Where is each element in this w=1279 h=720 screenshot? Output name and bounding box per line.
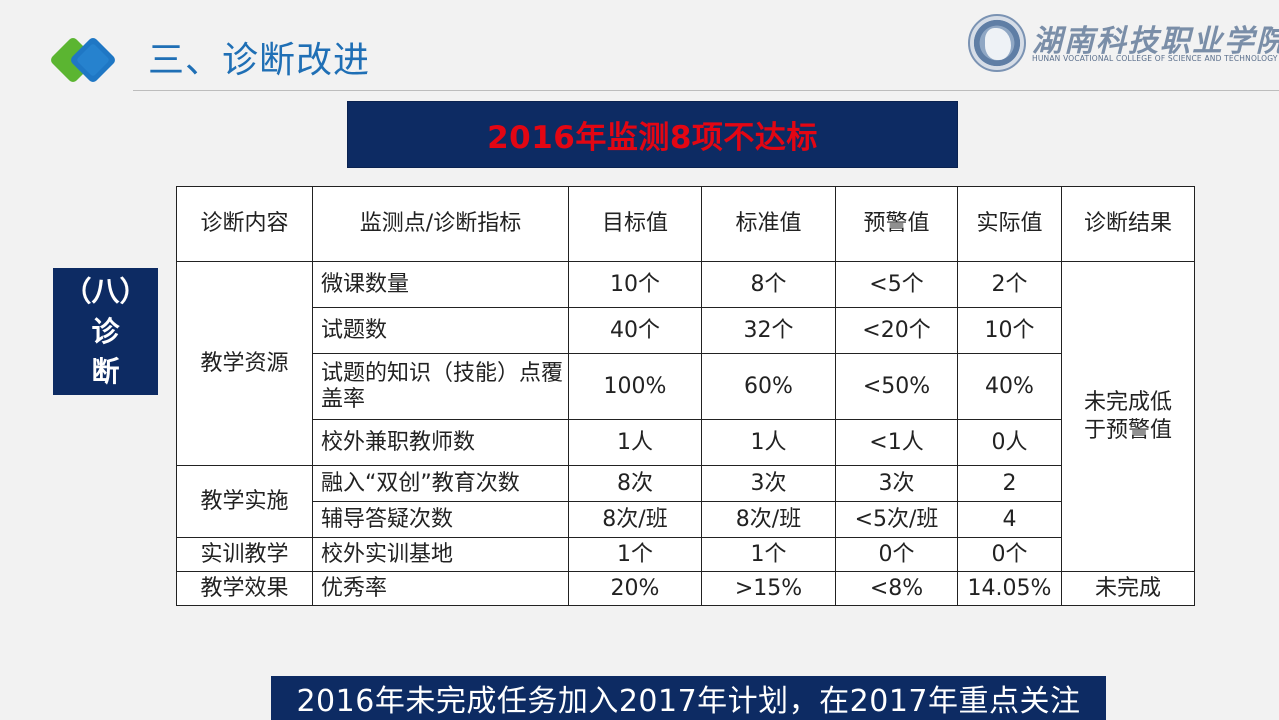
standard-cell: 32个 bbox=[701, 307, 836, 354]
footer-note: 2016年未完成任务加入2017年计划，在2017年重点关注 bbox=[271, 676, 1106, 720]
standard-cell: 3次 bbox=[701, 465, 836, 502]
result-cell: 未完成 bbox=[1061, 571, 1195, 606]
actual-cell: 2 bbox=[957, 465, 1062, 502]
indicator-cell: 试题的知识（技能）点覆盖率 bbox=[312, 353, 569, 420]
actual-cell: 2个 bbox=[957, 261, 1062, 308]
indicator-cell: 校外兼职教师数 bbox=[312, 419, 569, 466]
actual-cell: 40% bbox=[957, 353, 1062, 420]
header-divider bbox=[133, 90, 1279, 91]
actual-cell: 4 bbox=[957, 501, 1062, 538]
table-header-row: 诊断内容 监测点/诊断指标 目标值 标准值 预警值 实际值 诊断结果 bbox=[176, 186, 1195, 262]
result-cell-merged: 未完成低于预警值 bbox=[1061, 261, 1195, 572]
category-cell: 实训教学 bbox=[176, 537, 313, 572]
side-label-line: （八） bbox=[63, 274, 148, 308]
diagnosis-table: 诊断内容 监测点/诊断指标 目标值 标准值 预警值 实际值 诊断结果 教学资源 … bbox=[176, 186, 1195, 606]
header-result: 诊断结果 bbox=[1061, 186, 1195, 262]
page-title: 三、诊断改进 bbox=[148, 40, 371, 81]
header-standard: 标准值 bbox=[701, 186, 836, 262]
target-cell: 40个 bbox=[568, 307, 702, 354]
standard-cell: 60% bbox=[701, 353, 836, 420]
indicator-cell: 融入“双创”教育次数 bbox=[312, 465, 569, 502]
college-name-en: HUNAN VOCATIONAL COLLEGE OF SCIENCE AND … bbox=[1032, 54, 1278, 63]
indicator-cell: 试题数 bbox=[312, 307, 569, 354]
indicator-cell: 优秀率 bbox=[312, 571, 569, 606]
table-row: 试题数 40个 32个 <20个 10个 bbox=[177, 307, 1195, 354]
indicator-cell: 校外实训基地 bbox=[312, 537, 569, 572]
category-cell: 教学效果 bbox=[176, 571, 313, 606]
warning-cell: <5个 bbox=[835, 261, 958, 308]
table-row: 教学实施 融入“双创”教育次数 8次 3次 3次 2 bbox=[176, 465, 1195, 538]
college-seal-icon bbox=[968, 14, 1026, 72]
warning-cell: <20个 bbox=[835, 307, 958, 354]
warning-cell: 3次 bbox=[835, 465, 958, 502]
target-cell: 20% bbox=[568, 571, 702, 606]
standard-cell: 8个 bbox=[701, 261, 836, 308]
section-side-label: （八） 诊 断 bbox=[53, 268, 158, 395]
target-cell: 100% bbox=[568, 353, 702, 420]
header-category: 诊断内容 bbox=[176, 186, 313, 262]
slide-heading-banner: 2016年监测8项不达标 bbox=[347, 101, 958, 168]
footer-text: 2016年未完成任务加入2017年计划，在2017年重点关注 bbox=[296, 684, 1081, 719]
side-label-line: 断 bbox=[91, 354, 120, 388]
header-actual: 实际值 bbox=[957, 186, 1062, 262]
target-cell: 10个 bbox=[568, 261, 702, 308]
target-cell: 1个 bbox=[568, 537, 702, 572]
table-row: 教学资源 微课数量 10个 8个 <5个 2个 未完成低于预警值 bbox=[176, 261, 1195, 572]
result-text: 未完成低于预警值 bbox=[1083, 389, 1172, 443]
header-indicator: 监测点/诊断指标 bbox=[312, 186, 569, 262]
target-cell: 1人 bbox=[568, 419, 702, 466]
standard-cell: 1个 bbox=[701, 537, 836, 572]
actual-cell: 14.05% bbox=[957, 571, 1062, 606]
target-cell: 8次/班 bbox=[568, 501, 702, 538]
actual-cell: 0个 bbox=[957, 537, 1062, 572]
college-name-cn: 湖南科技职业学院 bbox=[1032, 24, 1279, 59]
header-target: 目标值 bbox=[568, 186, 702, 262]
side-label-line: 诊 bbox=[91, 314, 120, 348]
target-cell: 8次 bbox=[568, 465, 702, 502]
warning-cell: <1人 bbox=[835, 419, 958, 466]
category-cell: 教学实施 bbox=[176, 465, 313, 538]
warning-cell: <8% bbox=[835, 571, 958, 606]
table-row: 实训教学 校外实训基地 1个 1个 0个 0个 bbox=[176, 537, 1195, 572]
table-row: 教学效果 优秀率 20% >15% <8% 14.05% 未完成 bbox=[176, 571, 1195, 606]
table-row: 辅导答疑次数 8次/班 8次/班 <5次/班 4 bbox=[177, 501, 1195, 538]
college-logo: 湖南科技职业学院 HUNAN VOCATIONAL COLLEGE OF SCI… bbox=[968, 14, 1279, 74]
warning-cell: <5次/班 bbox=[835, 501, 958, 538]
standard-cell: 1人 bbox=[701, 419, 836, 466]
category-cell: 教学资源 bbox=[176, 261, 313, 466]
header-logo-icon bbox=[51, 38, 115, 82]
actual-cell: 10个 bbox=[957, 307, 1062, 354]
indicator-cell: 微课数量 bbox=[312, 261, 569, 308]
indicator-cell: 辅导答疑次数 bbox=[312, 501, 569, 538]
standard-cell: >15% bbox=[701, 571, 836, 606]
warning-cell: 0个 bbox=[835, 537, 958, 572]
warning-cell: <50% bbox=[835, 353, 958, 420]
table-row: 校外兼职教师数 1人 1人 <1人 0人 bbox=[177, 419, 1195, 466]
banner-text: 2016年监测8项不达标 bbox=[487, 120, 818, 156]
table-row: 试题的知识（技能）点覆盖率 100% 60% <50% 40% bbox=[177, 353, 1195, 420]
header-warning: 预警值 bbox=[835, 186, 958, 262]
actual-cell: 0人 bbox=[957, 419, 1062, 466]
standard-cell: 8次/班 bbox=[701, 501, 836, 538]
